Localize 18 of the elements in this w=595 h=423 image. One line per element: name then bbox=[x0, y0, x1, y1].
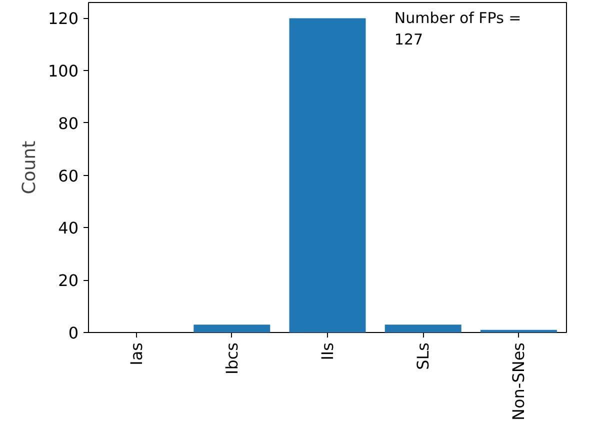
x-tick-label: Non-SNes bbox=[509, 342, 528, 420]
y-tick-label: 80 bbox=[58, 114, 78, 133]
x-tick-label: Ias bbox=[126, 342, 146, 366]
y-tick-label: 120 bbox=[48, 9, 79, 28]
y-tick-label: 0 bbox=[68, 324, 79, 342]
bar bbox=[289, 18, 366, 332]
y-tick-label: 40 bbox=[58, 218, 78, 238]
x-tick-label: Ibcs bbox=[222, 342, 242, 375]
y-axis-title: Count bbox=[18, 140, 40, 194]
bar bbox=[384, 324, 462, 332]
y-tick-label: 20 bbox=[58, 271, 78, 290]
x-tick-label: SLs bbox=[414, 342, 433, 370]
y-tick-label: 100 bbox=[48, 62, 79, 81]
bar bbox=[194, 324, 270, 332]
bar bbox=[480, 330, 557, 332]
annotation: Number of FPs = 127 bbox=[394, 9, 522, 49]
x-tick-label: IIs bbox=[318, 342, 337, 360]
y-tick-label: 60 bbox=[58, 166, 78, 186]
